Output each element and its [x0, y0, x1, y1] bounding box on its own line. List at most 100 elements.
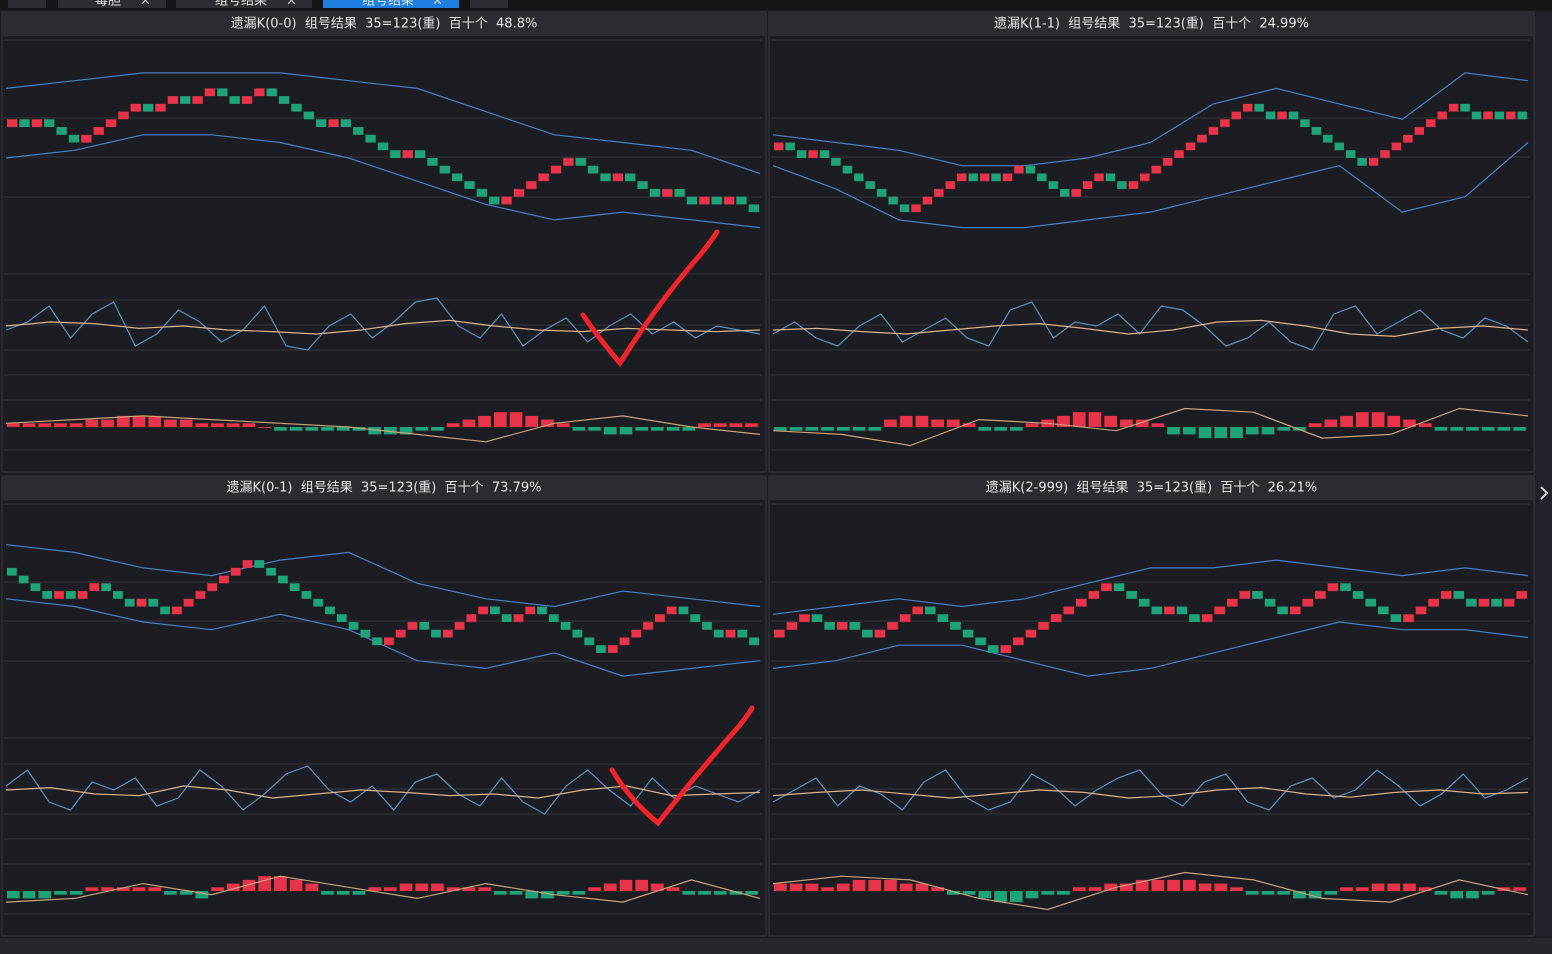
brick	[19, 119, 30, 128]
macd-bar	[1167, 879, 1180, 891]
brick	[1311, 127, 1322, 135]
brick	[912, 606, 923, 615]
brick	[678, 606, 689, 615]
macd-bar	[1277, 891, 1291, 895]
macd-bar	[22, 891, 36, 899]
macd-bar	[789, 883, 803, 891]
brick	[824, 622, 835, 630]
macd-bar	[148, 887, 162, 891]
brick	[1071, 188, 1081, 197]
panel-bg	[1, 11, 767, 473]
brick	[749, 637, 759, 646]
brick	[1025, 165, 1036, 174]
brick	[538, 173, 549, 182]
brick	[1391, 142, 1402, 151]
brick	[431, 629, 441, 638]
macd-bar	[1418, 423, 1432, 427]
macd-bar	[305, 427, 319, 431]
brick	[702, 622, 712, 630]
brick	[1000, 645, 1012, 653]
active-tab[interactable]	[323, 0, 459, 8]
brick	[1101, 583, 1112, 592]
macd-bar	[258, 876, 272, 891]
brick	[427, 158, 438, 166]
tab[interactable]	[58, 0, 166, 8]
brick	[548, 614, 559, 622]
macd-bar	[884, 419, 897, 427]
brick	[1063, 606, 1074, 615]
tab-close[interactable]: ×	[140, 0, 151, 9]
macd-bar	[1009, 891, 1023, 903]
macd-bar	[852, 427, 866, 431]
macd-bar	[1198, 883, 1212, 891]
brick	[1357, 158, 1367, 166]
macd-bar	[805, 883, 819, 891]
brick	[1428, 598, 1439, 607]
brick	[1494, 111, 1505, 120]
panel-bg	[768, 11, 1535, 473]
macd-bar	[69, 423, 83, 427]
brick	[31, 119, 43, 128]
brick	[1300, 119, 1310, 128]
brick	[799, 614, 810, 622]
tab-label: 毒胆	[95, 0, 121, 9]
brick	[1076, 598, 1087, 607]
tab-bar: 毒胆 × 组号结果 × 组号结果 ×	[0, 0, 1552, 10]
tab-close[interactable]: ×	[432, 0, 443, 9]
brick	[1323, 134, 1333, 143]
panel-title: 遗漏K(1-1) 组号结果 35=123(重) 百十个 24.99%	[994, 16, 1309, 32]
brick	[1471, 111, 1482, 120]
macd-bar	[116, 887, 130, 891]
brick	[1380, 150, 1390, 158]
macd-bar	[478, 415, 491, 427]
macd-bar	[1340, 415, 1353, 427]
macd-bar	[931, 419, 945, 427]
check-annotation	[609, 705, 755, 827]
macd-bar	[651, 883, 664, 891]
brick	[183, 598, 194, 607]
brick	[1334, 142, 1344, 151]
macd-bar	[22, 423, 36, 427]
brick	[451, 173, 463, 182]
osc-d-line	[5, 319, 761, 335]
brick	[713, 629, 724, 638]
brick	[862, 629, 873, 638]
macd-bar	[1513, 887, 1526, 891]
home-tab[interactable]	[8, 0, 46, 8]
macd-bar	[509, 891, 523, 895]
macd-bar	[1434, 891, 1448, 895]
macd-bar	[1135, 419, 1149, 427]
tab[interactable]	[176, 0, 312, 8]
band-upper	[772, 72, 1529, 167]
brick	[968, 173, 978, 182]
macd-bar	[1497, 427, 1511, 431]
brick	[1440, 591, 1452, 599]
macd-bar	[1214, 427, 1228, 439]
panel-bg	[768, 475, 1535, 937]
brick	[171, 606, 182, 615]
brick	[1151, 165, 1161, 174]
brick	[277, 575, 288, 584]
brick	[464, 181, 475, 189]
macd-bar	[1072, 887, 1086, 891]
brick	[796, 150, 807, 158]
macd-bar	[1418, 887, 1432, 891]
add-tab[interactable]	[470, 0, 508, 8]
brick	[1516, 591, 1527, 599]
brick	[1013, 637, 1024, 646]
brick	[148, 598, 159, 607]
expand-arrow[interactable]	[1540, 486, 1549, 500]
macd-bar	[603, 427, 617, 435]
tab-close[interactable]: ×	[286, 0, 297, 9]
macd-bar	[947, 419, 960, 427]
brick	[1128, 181, 1139, 189]
brick	[303, 111, 315, 120]
brick	[155, 103, 166, 112]
brick	[217, 88, 228, 97]
brick	[254, 88, 265, 97]
brick	[748, 204, 759, 213]
brick	[1503, 598, 1515, 607]
macd-bar	[116, 415, 130, 427]
brick	[1352, 591, 1364, 599]
macd-bar	[85, 887, 99, 891]
